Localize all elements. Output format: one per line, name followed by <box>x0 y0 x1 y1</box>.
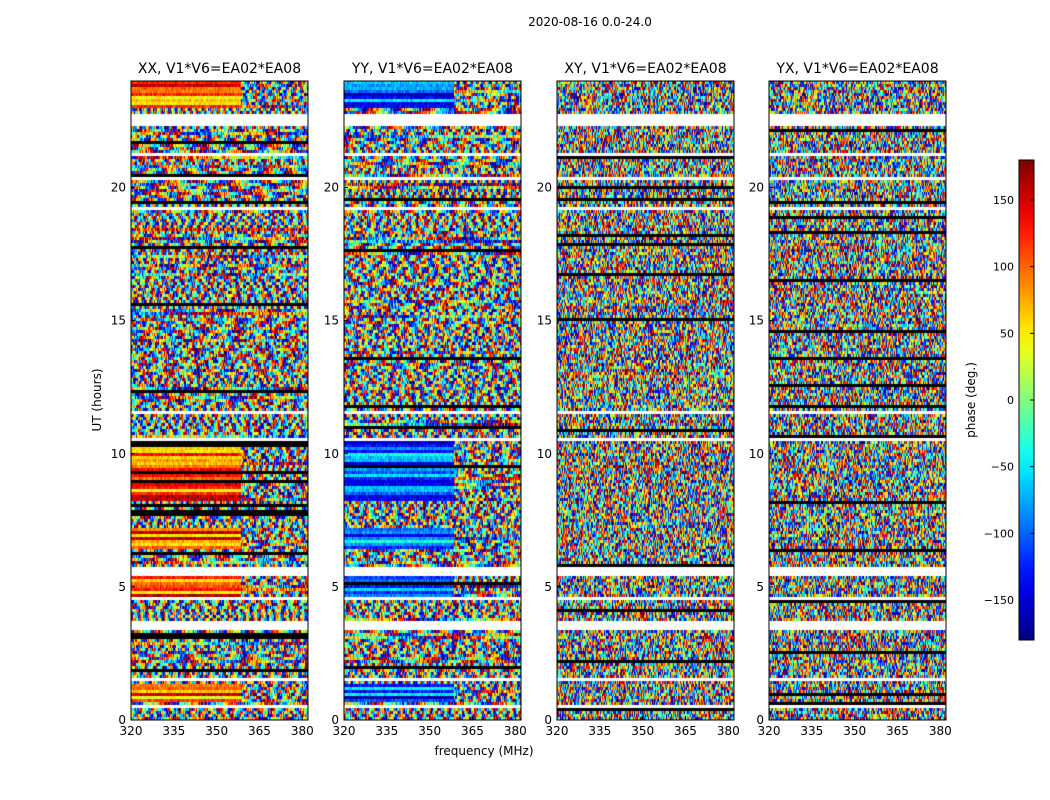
x-tick-label: 365 <box>248 724 271 738</box>
y-tick-label: 5 <box>756 580 764 594</box>
panel-title: XY, V1*V6=EA02*EA08 <box>564 61 726 77</box>
colorbar-tick-label: 0 <box>1007 394 1014 407</box>
y-tick-label: 5 <box>544 580 552 594</box>
colorbar: −150 −100 −50 0 50 100 150 phase (deg.) <box>964 159 1035 641</box>
y-tick-label: 15 <box>749 314 764 328</box>
x-tick-label: 320 <box>120 724 143 738</box>
panel-title: YX, V1*V6=EA02*EA08 <box>775 61 938 77</box>
x-tick-label: 350 <box>631 724 654 738</box>
x-tick-label: 380 <box>717 724 740 738</box>
x-tick-label: 335 <box>162 724 185 738</box>
y-tick-label: 15 <box>537 314 552 328</box>
y-tick-label: 5 <box>118 580 126 594</box>
x-tick-label: 380 <box>929 724 952 738</box>
x-tick-label: 335 <box>800 724 823 738</box>
y-tick-label: 20 <box>111 181 126 195</box>
x-tick-label: 335 <box>588 724 611 738</box>
phase-waterfall-image <box>557 81 734 720</box>
x-axis-label: frequency (MHz) <box>434 744 533 758</box>
phase-waterfall-image <box>131 81 308 720</box>
panel-xx: XX, V1*V6=EA02*EA08 320 335 350 365 380 0 5 10 15… <box>111 61 314 738</box>
colorbar-tick-label: −150 <box>984 594 1014 607</box>
panel-title: XX, V1*V6=EA02*EA08 <box>138 61 301 77</box>
panel-frame <box>768 80 947 721</box>
panel-frame <box>343 80 522 721</box>
panel-yy: YY, V1*V6=EA02*EA08 320 335 350 365 380 0 5 10 15… <box>324 61 527 738</box>
panel-frame <box>556 80 735 721</box>
x-tick-label: 380 <box>291 724 314 738</box>
y-tick-label: 20 <box>324 181 339 195</box>
panels-layer: XX, V1*V6=EA02*EA08 320 335 350 365 380 0 5 10 15… <box>111 61 952 738</box>
panel-title: YY, V1*V6=EA02*EA08 <box>351 61 513 77</box>
x-tick-label: 350 <box>843 724 866 738</box>
y-tick-label: 10 <box>111 447 126 461</box>
y-tick-label: 15 <box>111 314 126 328</box>
y-tick-label: 10 <box>749 447 764 461</box>
x-tick-label: 320 <box>333 724 356 738</box>
y-tick-label: 0 <box>118 713 126 727</box>
y-tick-label: 15 <box>324 314 339 328</box>
x-tick-label: 350 <box>205 724 228 738</box>
x-tick-label: 320 <box>546 724 569 738</box>
y-tick-label: 0 <box>331 713 339 727</box>
y-tick-label: 10 <box>537 447 552 461</box>
x-tick-label: 380 <box>504 724 527 738</box>
y-tick-label: 20 <box>537 181 552 195</box>
y-tick-label: 10 <box>324 447 339 461</box>
x-tick-label: 335 <box>375 724 398 738</box>
x-tick-label: 350 <box>418 724 441 738</box>
panel-frame <box>130 80 309 721</box>
figure-suptitle: 2020-08-16 0.0-24.0 <box>528 15 652 29</box>
colorbar-tick-label: −100 <box>984 527 1014 540</box>
y-axis-label: UT (hours) <box>90 368 104 431</box>
colorbar-tick-label: −50 <box>991 461 1014 474</box>
colorbar-tick-label: 50 <box>1000 327 1014 340</box>
colorbar-tick-label: 100 <box>993 261 1014 274</box>
x-tick-label: 320 <box>758 724 781 738</box>
y-tick-label: 0 <box>756 713 764 727</box>
colorbar-label: phase (deg.) <box>964 362 978 438</box>
x-tick-label: 365 <box>461 724 484 738</box>
panel-yx: YX, V1*V6=EA02*EA08 320 335 350 365 380 0 5 10 15… <box>749 61 952 738</box>
x-tick-label: 365 <box>674 724 697 738</box>
phase-waterfall-image <box>769 81 946 720</box>
y-tick-label: 0 <box>544 713 552 727</box>
colorbar-tick-label: 150 <box>993 194 1014 207</box>
phase-waterfall-image <box>344 81 521 720</box>
y-tick-label: 20 <box>749 181 764 195</box>
x-tick-label: 365 <box>886 724 909 738</box>
panel-xy: XY, V1*V6=EA02*EA08 320 335 350 365 380 0 5 10 15… <box>537 61 740 738</box>
y-tick-label: 5 <box>331 580 339 594</box>
